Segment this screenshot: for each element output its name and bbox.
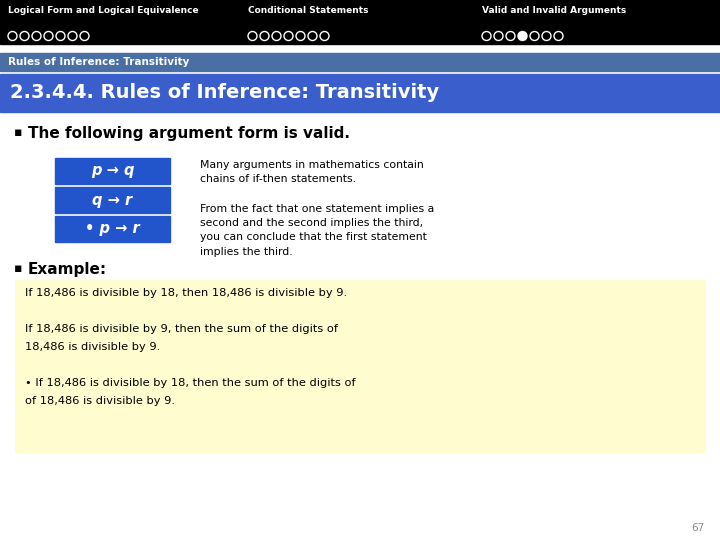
Text: implies the third.: implies the third. xyxy=(200,247,292,257)
Bar xyxy=(55,158,170,184)
Text: q → r: q → r xyxy=(92,192,132,207)
Bar xyxy=(15,280,705,452)
Text: • If 18,486 is divisible by 18, then the sum of the digits of: • If 18,486 is divisible by 18, then the… xyxy=(25,378,356,388)
Text: If 18,486 is divisible by 18, then 18,486 is divisible by 9.: If 18,486 is divisible by 18, then 18,48… xyxy=(25,288,347,298)
Text: ▪: ▪ xyxy=(14,262,22,275)
Text: Logical Form and Logical Equivalence: Logical Form and Logical Equivalence xyxy=(8,6,199,15)
Text: p → q: p → q xyxy=(91,164,134,179)
Text: Rules of Inference: Transitivity: Rules of Inference: Transitivity xyxy=(8,57,189,67)
Text: The following argument form is valid.: The following argument form is valid. xyxy=(28,126,350,141)
Text: If 18,486 is divisible by 9, then the sum of the digits of: If 18,486 is divisible by 9, then the su… xyxy=(25,324,338,334)
Text: Conditional Statements: Conditional Statements xyxy=(248,6,369,15)
Text: Many arguments in mathematics contain: Many arguments in mathematics contain xyxy=(200,160,424,170)
Text: 67: 67 xyxy=(692,523,705,533)
Text: ▪: ▪ xyxy=(14,126,22,139)
Text: 2.3.4.4. Rules of Inference: Transitivity: 2.3.4.4. Rules of Inference: Transitivit… xyxy=(10,84,439,103)
Text: Valid and Invalid Arguments: Valid and Invalid Arguments xyxy=(482,6,626,15)
Bar xyxy=(0,0,720,44)
Bar xyxy=(55,187,170,213)
Bar xyxy=(0,53,720,71)
Bar xyxy=(0,74,720,112)
Text: • p → r: • p → r xyxy=(85,221,140,237)
Bar xyxy=(0,112,720,540)
Bar xyxy=(55,216,170,242)
Text: you can conclude that the first statement: you can conclude that the first statemen… xyxy=(200,233,427,242)
Text: chains of if-then statements.: chains of if-then statements. xyxy=(200,174,356,185)
Text: second and the second implies the third,: second and the second implies the third, xyxy=(200,218,423,228)
Text: 18,486 is divisible by 9.: 18,486 is divisible by 9. xyxy=(25,342,161,352)
Text: Example:: Example: xyxy=(28,262,107,277)
Text: of 18,486 is divisible by 9.: of 18,486 is divisible by 9. xyxy=(25,396,175,406)
Text: From the fact that one statement implies a: From the fact that one statement implies… xyxy=(200,204,434,213)
Circle shape xyxy=(518,31,527,40)
